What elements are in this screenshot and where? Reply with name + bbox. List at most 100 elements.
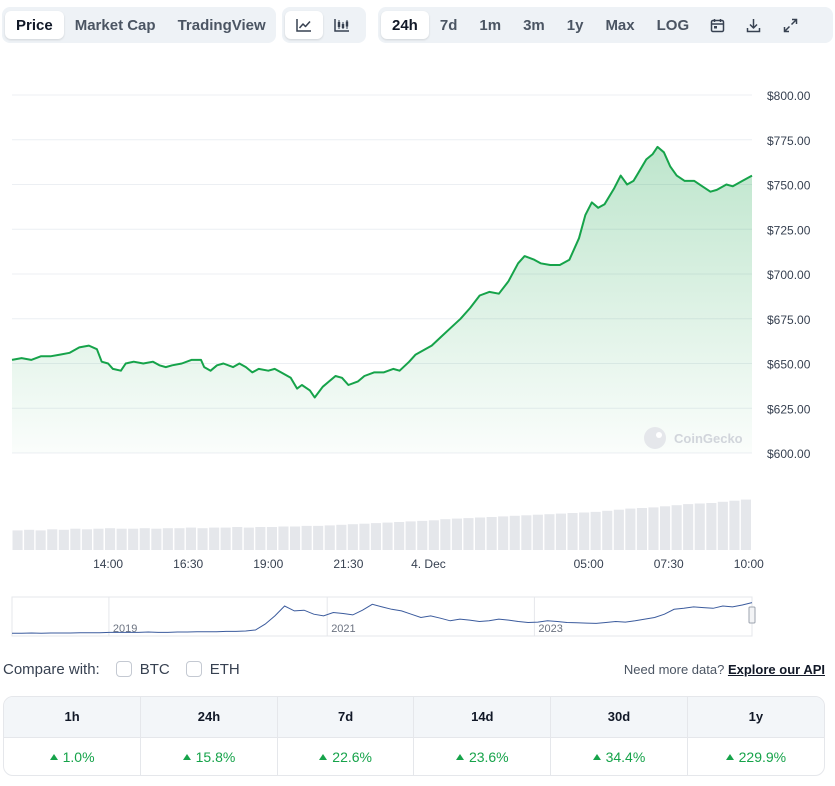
change-1h: 1.0%	[62, 748, 95, 765]
table-row: 1.0% 15.8% 22.6% 23.6% 34.4% 229.9%	[4, 736, 824, 775]
more-data-prompt: Need more data? Explore our API	[624, 662, 825, 677]
x-axis-labels: 14:00 16:30 19:00 21:30 4. Dec 05:00 07:30 10:0…	[93, 557, 764, 571]
volume-bar	[740, 499, 751, 550]
volume-bar	[579, 512, 590, 550]
navigator-year-label: 2021	[331, 623, 355, 635]
compare-btc-label: BTC	[139, 660, 170, 678]
checkbox-box[interactable]	[185, 661, 202, 677]
range-1m[interactable]: 1m	[479, 16, 502, 34]
volume-bar	[370, 523, 381, 550]
compare-label: Compare with:	[3, 660, 100, 678]
navigator-handle[interactable]	[748, 606, 756, 624]
price-chart[interactable]: $800.00 $775.00 $750.00 $725.00 $700.00 $675.…	[0, 0, 835, 650]
expand-icon	[783, 18, 798, 32]
x-tick-label: 05:00	[574, 557, 604, 571]
volume-bar	[440, 519, 451, 550]
change-1y: 229.9%	[738, 748, 787, 765]
change-14d: 23.6%	[468, 748, 509, 765]
checkbox-box[interactable]	[115, 661, 132, 677]
volume-bar	[35, 530, 46, 550]
table-header-row: 1h 24h 7d 14d 30d 1y	[4, 697, 824, 737]
volume-bar	[648, 507, 659, 550]
chart-toolbar: Price Market Cap TradingView 24h 7d 1m 3…	[2, 7, 833, 43]
volume-bar	[290, 526, 301, 550]
log-scale-button[interactable]: LOG	[656, 16, 690, 34]
range-3m[interactable]: 3m	[523, 16, 545, 34]
navigator-year-label: 2019	[113, 623, 137, 635]
tab-price[interactable]: Price	[5, 11, 64, 39]
volume-bar	[347, 524, 358, 550]
line-chart-button[interactable]	[285, 11, 323, 39]
volume-bar	[625, 508, 636, 550]
coingecko-watermark: CoinGecko	[644, 427, 743, 449]
compare-eth-label: ETH	[209, 660, 240, 678]
download-button[interactable]	[735, 11, 772, 39]
volume-bar	[428, 520, 439, 550]
volume-bar	[729, 500, 740, 550]
header-30d: 30d	[550, 697, 688, 737]
change-1y-cell: 229.9%	[687, 736, 824, 775]
change-7d-cell: 22.6%	[277, 736, 415, 775]
header-7d: 7d	[277, 697, 415, 737]
change-24h-cell: 15.8%	[140, 736, 278, 775]
volume-bar	[47, 529, 58, 550]
volume-bar	[544, 514, 555, 550]
volume-bar	[498, 516, 509, 550]
volume-bar	[81, 529, 92, 550]
volume-bar	[660, 506, 671, 550]
y-tick-label: $700.00	[767, 268, 811, 282]
volume-bar	[174, 528, 185, 550]
up-arrow-icon	[49, 753, 58, 760]
volume-bar	[139, 528, 150, 550]
header-14d: 14d	[413, 697, 552, 737]
up-arrow-icon	[319, 753, 328, 760]
volume-bar	[717, 501, 728, 550]
x-tick-label: 4. Dec	[411, 557, 446, 571]
volume-bar	[220, 527, 231, 550]
range-navigator[interactable]: 2019 2021 2023	[11, 596, 756, 637]
volume-bar	[116, 528, 127, 550]
volume-bar	[209, 527, 220, 550]
volume-bar	[463, 518, 474, 550]
header-24h: 24h	[140, 697, 278, 737]
more-data-text: Need more data?	[623, 661, 725, 677]
volume-bar	[151, 528, 162, 550]
range-max[interactable]: Max	[605, 16, 635, 34]
download-icon	[746, 18, 761, 32]
price-area	[11, 145, 753, 453]
change-24h: 15.8%	[195, 748, 236, 765]
volume-bar	[266, 527, 277, 550]
y-axis-labels: $800.00 $775.00 $750.00 $725.00 $700.00 $675.…	[767, 89, 811, 461]
volume-bar	[243, 527, 254, 550]
up-arrow-icon	[455, 753, 464, 760]
y-tick-label: $625.00	[767, 402, 811, 416]
volume-bar	[128, 528, 139, 550]
range-7d[interactable]: 7d	[439, 16, 458, 34]
volume-bars	[12, 499, 751, 550]
fullscreen-button[interactable]	[772, 11, 809, 39]
chart-type-group	[282, 7, 366, 43]
range-1y[interactable]: 1y	[566, 16, 584, 34]
volume-bar	[93, 528, 104, 550]
range-24h[interactable]: 24h	[381, 11, 429, 39]
compare-btc-checkbox[interactable]: BTC	[115, 660, 170, 678]
volume-bar	[232, 527, 243, 550]
tab-market-cap[interactable]: Market Cap	[74, 16, 156, 34]
volume-bar	[694, 503, 705, 550]
volume-bar	[359, 523, 370, 550]
range-group: 24h 7d 1m 3m 1y Max LOG	[378, 7, 833, 43]
up-arrow-icon	[592, 753, 601, 760]
volume-bar	[58, 529, 69, 550]
volume-bar	[475, 517, 486, 550]
volume-bar	[405, 521, 416, 550]
candlestick-chart-button[interactable]	[323, 11, 361, 39]
explore-api-link[interactable]: Explore our API	[727, 661, 825, 677]
compare-eth-checkbox[interactable]: ETH	[185, 660, 240, 678]
watermark-text: CoinGecko	[674, 431, 743, 446]
tab-tradingview[interactable]: TradingView	[177, 16, 266, 34]
calendar-button[interactable]	[700, 11, 735, 39]
candlestick-chart-icon	[334, 19, 349, 32]
volume-bar	[70, 528, 81, 550]
volume-bar	[278, 526, 289, 550]
volume-bar	[162, 528, 173, 550]
